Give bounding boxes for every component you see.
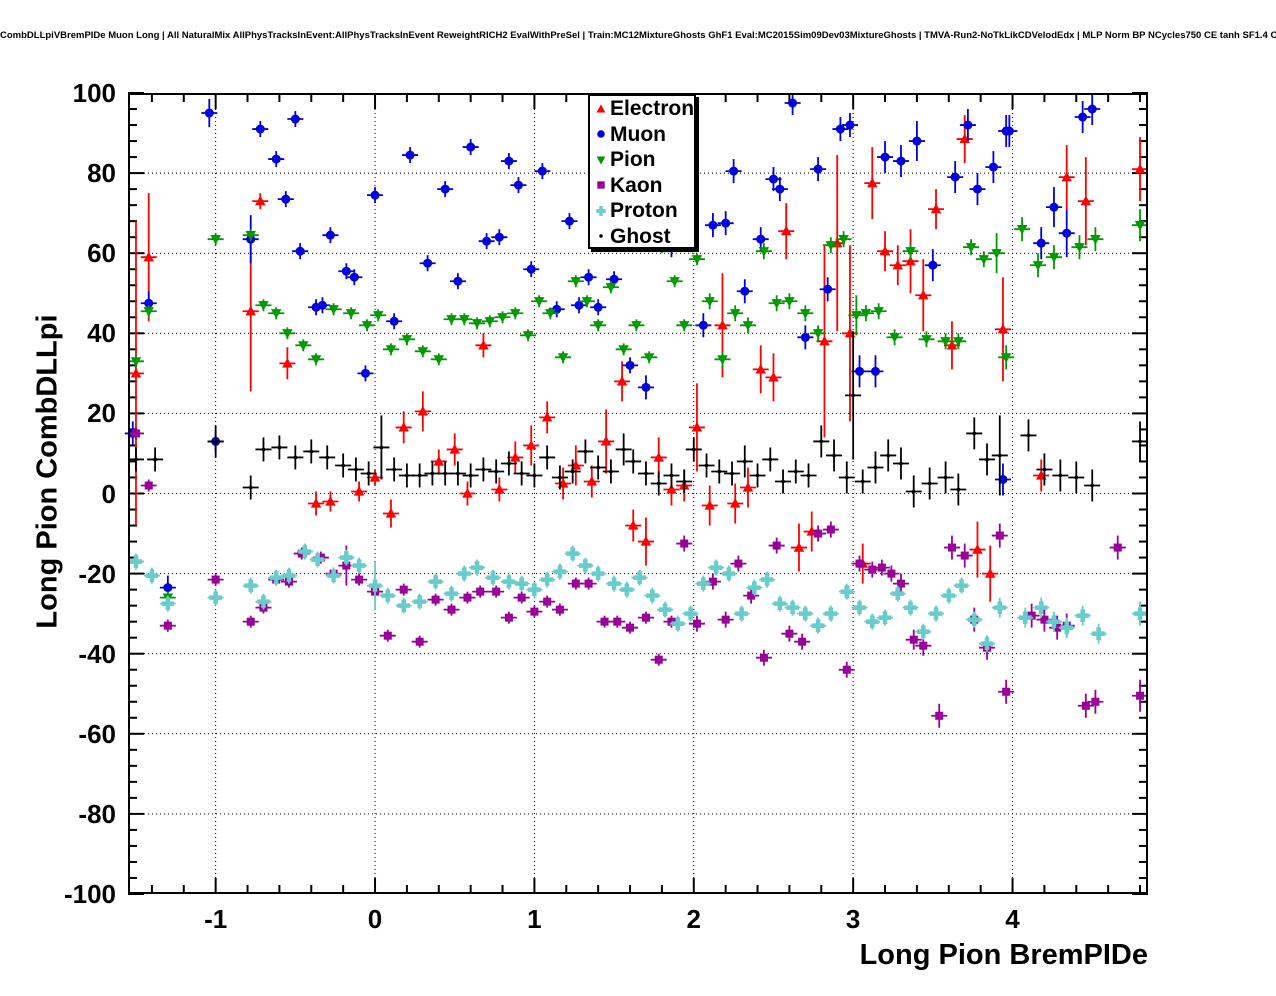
y-tick-label: 100 [72,78,116,108]
legend-label: Proton [610,199,678,223]
legend-label: Ghost [610,224,671,248]
grid-lines [128,93,1148,894]
triangle-up-marker-icon [593,101,609,117]
legend-item-electron[interactable]: Electron [590,96,694,122]
legend-label: Kaon [610,173,663,197]
y-tick-label: 60 [87,238,116,269]
legend-item-pion[interactable]: Pion [590,147,694,173]
y-tick-label: -80 [78,798,116,829]
x-tick-label: 4 [1005,904,1020,934]
square-marker-icon [593,177,609,193]
x-tick-label: 0 [367,904,383,934]
x-axis-title: Long Pion BremPIDe [859,939,1148,971]
x-tick-label: 3 [845,904,861,934]
legend: Electron Muon Pion Kaon Proton Ghost [588,94,696,249]
x-tick-label: -1 [204,904,228,934]
legend-item-ghost[interactable]: Ghost [590,224,694,250]
series-ghost [127,331,1149,508]
series-electron [127,115,1149,602]
y-tick-label: 40 [87,318,116,349]
series-proton [127,543,1149,652]
legend-label: Electron [610,97,695,121]
circle-marker-icon [593,126,609,142]
legend-label: Muon [610,122,666,146]
x-tick-label: 2 [686,904,702,934]
y-tick-label: -20 [78,558,116,589]
y-tick-label: 20 [87,398,116,429]
legend-item-proton[interactable]: Proton [590,198,694,224]
series-muon [124,93,1101,600]
y-tick-label: 80 [87,158,116,189]
legend-item-muon[interactable]: Muon [590,122,694,148]
cross-marker-icon [593,203,609,219]
y-tick-label: -60 [78,718,116,749]
y-tick-label: -40 [78,638,116,669]
triangle-down-marker-icon [593,152,609,168]
dot-marker-icon [593,228,609,244]
y-tick-label: -100 [63,879,116,909]
legend-item-kaon[interactable]: Kaon [590,173,694,199]
page-title: CombDLLpiVBremPIDe Muon Long | All Natur… [0,30,1276,41]
x-tick-label: 1 [527,904,542,934]
legend-label: Pion [610,148,656,172]
y-tick-label: 0 [101,478,116,509]
